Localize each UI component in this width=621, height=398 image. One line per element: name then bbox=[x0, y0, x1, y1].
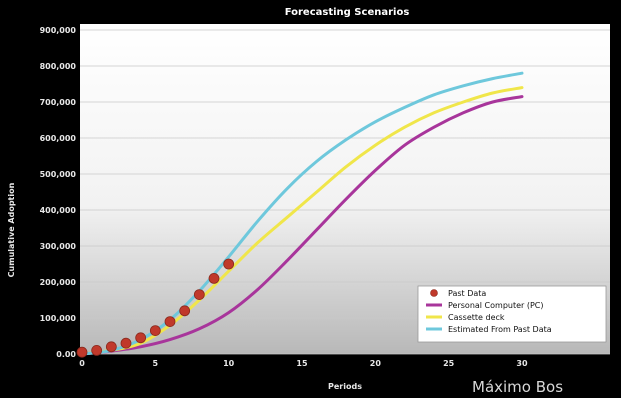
past-data-point bbox=[208, 272, 220, 284]
y-tick-label: 0.00 bbox=[56, 350, 76, 359]
x-tick-label: 20 bbox=[370, 359, 382, 368]
x-tick-label: 30 bbox=[516, 359, 528, 368]
legend-box bbox=[417, 285, 607, 343]
x-tick-label: 10 bbox=[223, 359, 235, 368]
chart-title: Forecasting Scenarios bbox=[285, 7, 410, 18]
x-tick-label: 15 bbox=[296, 359, 308, 368]
x-axis-label: Periods bbox=[328, 382, 362, 391]
legend-entry-label: Personal Computer (PC) bbox=[448, 301, 544, 310]
watermark: Máximo Bos bbox=[472, 378, 563, 394]
y-axis-ticks: 0.00 100,000 200,000 300,000 400,000 500,000 6… bbox=[40, 26, 77, 359]
x-tick-label: 0 bbox=[79, 359, 85, 368]
y-axis-label: Cumulative Adoption bbox=[7, 182, 16, 277]
past-data-point bbox=[91, 344, 103, 356]
y-tick-label: 800,000 bbox=[40, 62, 77, 71]
past-data-point bbox=[193, 289, 205, 301]
x-tick-label: 5 bbox=[153, 359, 159, 368]
x-axis-ticks: 0 5 10 15 20 25 30 bbox=[79, 359, 528, 368]
past-data-point bbox=[179, 305, 191, 317]
series-line-personal-computer-pc bbox=[80, 95, 524, 356]
legend-entry-label: Estimated From Past Data bbox=[448, 325, 552, 334]
past-data-point bbox=[76, 346, 88, 358]
legend-marker-past-data bbox=[430, 289, 438, 297]
legend: Past Data Personal Computer (PC) Cassette … bbox=[417, 285, 607, 343]
legend-entry-label: Past Data bbox=[448, 289, 486, 298]
x-tick-label: 25 bbox=[443, 359, 455, 368]
y-tick-label: 600,000 bbox=[40, 134, 77, 143]
past-data-point bbox=[120, 337, 132, 349]
y-tick-label: 400,000 bbox=[40, 206, 77, 215]
past-data-point bbox=[105, 341, 117, 353]
legend-entry-label: Cassette deck bbox=[448, 313, 505, 322]
y-tick-label: 500,000 bbox=[40, 170, 77, 179]
past-data-point bbox=[223, 258, 235, 270]
past-data-points bbox=[76, 258, 235, 358]
past-data-point bbox=[149, 325, 161, 337]
past-data-point bbox=[135, 332, 147, 344]
y-tick-label: 900,000 bbox=[40, 26, 77, 35]
gridlines bbox=[80, 29, 610, 355]
y-tick-label: 300,000 bbox=[40, 242, 77, 251]
past-data-point bbox=[164, 316, 176, 328]
y-tick-label: 700,000 bbox=[40, 98, 77, 107]
y-tick-label: 200,000 bbox=[40, 278, 77, 287]
y-tick-label: 100,000 bbox=[40, 314, 77, 323]
